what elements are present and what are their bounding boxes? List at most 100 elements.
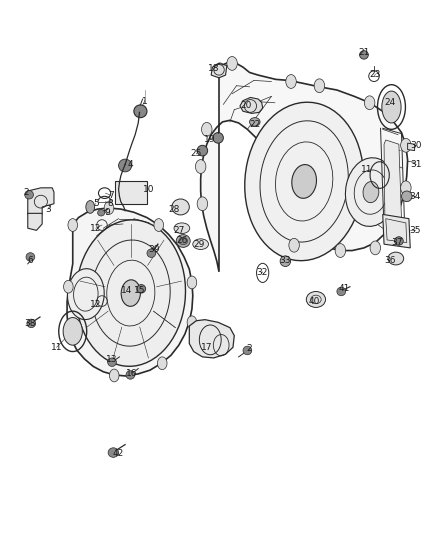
Ellipse shape [187,316,197,329]
Ellipse shape [363,182,379,203]
Text: 11: 11 [51,343,62,352]
Ellipse shape [402,191,412,201]
Text: 40: 40 [308,296,320,305]
Polygon shape [201,62,408,272]
Ellipse shape [172,199,189,215]
Ellipse shape [201,123,212,136]
Text: 24: 24 [385,98,396,107]
Ellipse shape [401,139,411,152]
Ellipse shape [126,370,135,379]
Ellipse shape [193,239,208,249]
Ellipse shape [154,219,163,231]
Text: 3: 3 [45,205,51,214]
Ellipse shape [280,256,290,266]
Ellipse shape [335,244,346,257]
Ellipse shape [243,346,252,355]
Text: 26: 26 [176,237,187,246]
Text: 13: 13 [106,355,118,364]
Ellipse shape [227,56,237,70]
Text: 1: 1 [142,97,148,106]
Text: 33: 33 [279,256,291,264]
Ellipse shape [119,159,132,172]
Text: 7: 7 [108,191,113,200]
Text: 25: 25 [191,149,202,158]
Ellipse shape [137,285,146,293]
Text: 17: 17 [201,343,212,352]
Ellipse shape [314,79,325,93]
Text: 42: 42 [112,449,124,458]
Text: 12: 12 [90,300,102,309]
Ellipse shape [147,249,155,257]
Polygon shape [211,63,227,78]
Text: 11: 11 [361,165,372,174]
Ellipse shape [197,146,208,156]
Text: 32: 32 [256,269,268,277]
Text: 4: 4 [128,160,134,169]
Ellipse shape [27,319,35,328]
Ellipse shape [179,237,187,245]
Polygon shape [189,320,234,358]
Text: 29: 29 [194,240,205,249]
Text: 38: 38 [25,319,36,328]
Polygon shape [28,188,54,214]
Polygon shape [67,208,193,376]
Text: 18: 18 [208,64,219,73]
Ellipse shape [289,238,299,252]
Text: 5: 5 [93,199,99,208]
Text: 23: 23 [370,70,381,78]
Ellipse shape [215,63,225,77]
Ellipse shape [388,252,404,265]
Ellipse shape [108,448,119,457]
Ellipse shape [176,235,190,247]
Text: 6: 6 [28,256,33,264]
Ellipse shape [104,201,114,214]
Polygon shape [408,143,415,151]
Ellipse shape [108,358,117,367]
Ellipse shape [195,160,206,173]
Ellipse shape [121,280,141,306]
Ellipse shape [245,102,364,261]
Polygon shape [383,214,410,248]
Ellipse shape [174,223,190,233]
Polygon shape [240,98,263,114]
Ellipse shape [197,197,208,211]
Text: 2: 2 [246,344,251,353]
Ellipse shape [86,200,95,213]
Polygon shape [115,181,147,204]
Ellipse shape [64,280,73,293]
Polygon shape [384,140,402,224]
Ellipse shape [346,158,396,227]
Ellipse shape [98,209,105,216]
Ellipse shape [370,241,381,255]
Ellipse shape [68,219,78,231]
Text: 30: 30 [410,141,422,150]
Text: 35: 35 [409,226,420,235]
Ellipse shape [292,165,317,198]
Text: 36: 36 [385,256,396,264]
Text: 39: 39 [148,245,160,254]
Ellipse shape [76,220,186,366]
Text: 28: 28 [169,205,180,214]
Ellipse shape [134,105,147,118]
Text: 41: 41 [339,284,350,293]
Text: 20: 20 [240,101,252,110]
Text: 12: 12 [90,224,102,233]
Text: 2: 2 [23,188,29,197]
Text: 19: 19 [204,135,215,144]
Ellipse shape [26,253,35,261]
Ellipse shape [306,292,325,308]
Ellipse shape [213,133,223,143]
Ellipse shape [63,318,82,345]
Text: 27: 27 [173,226,184,235]
Text: 14: 14 [121,286,132,295]
Ellipse shape [250,118,260,126]
Text: 37: 37 [392,238,403,247]
Text: 31: 31 [410,160,422,169]
Text: 9: 9 [105,208,110,217]
Ellipse shape [157,357,167,369]
Text: 34: 34 [409,192,420,201]
Polygon shape [28,213,42,230]
Ellipse shape [67,269,104,320]
Text: 15: 15 [134,286,145,295]
Text: 8: 8 [108,199,113,208]
